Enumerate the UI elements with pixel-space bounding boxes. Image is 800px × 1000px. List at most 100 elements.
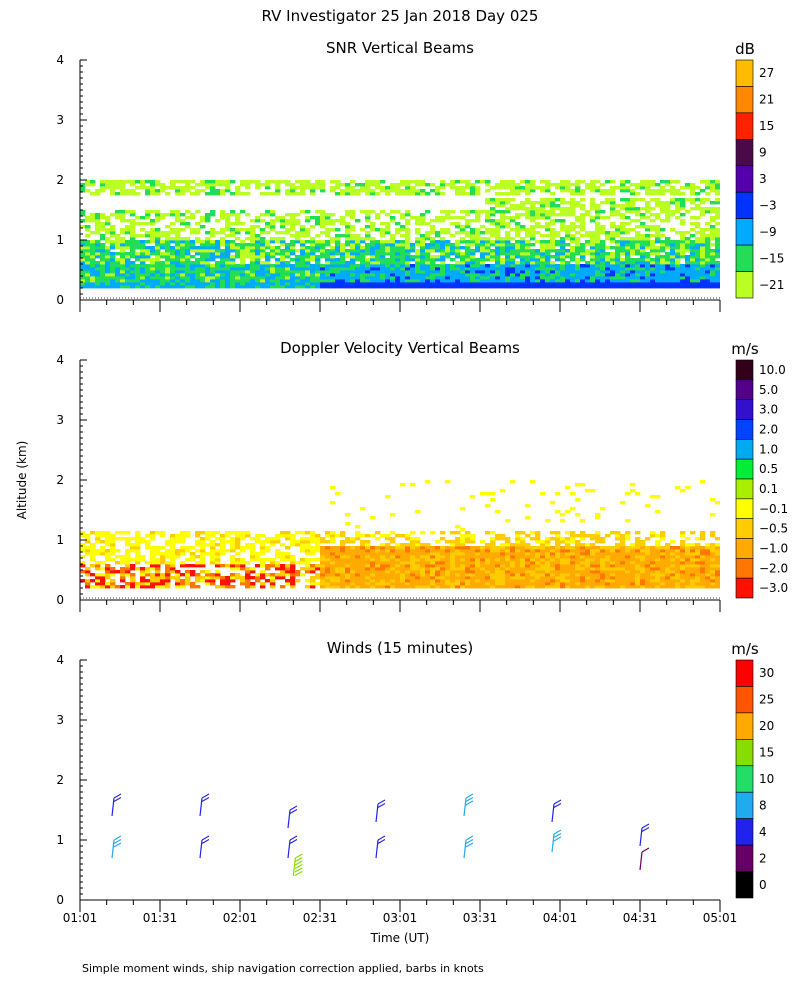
doppler-cell bbox=[530, 537, 536, 541]
snr-cell bbox=[600, 282, 606, 286]
doppler-cell bbox=[425, 546, 431, 550]
snr-cell bbox=[180, 189, 186, 193]
doppler-cell bbox=[125, 531, 131, 535]
snr-cell bbox=[485, 216, 491, 220]
snr-cell bbox=[135, 240, 141, 244]
snr-cell bbox=[205, 231, 211, 235]
snr-cell bbox=[635, 186, 641, 190]
doppler-cell bbox=[115, 561, 121, 565]
snr-cell bbox=[620, 207, 626, 211]
doppler-cell bbox=[575, 540, 581, 544]
snr-cell bbox=[160, 285, 166, 289]
snr-cell bbox=[465, 261, 471, 265]
snr-cell bbox=[155, 258, 161, 262]
doppler-cell bbox=[150, 552, 156, 556]
snr-cell bbox=[555, 270, 561, 274]
snr-cell bbox=[475, 264, 481, 268]
doppler-cell bbox=[260, 558, 266, 562]
doppler-cell bbox=[525, 504, 531, 508]
snr-cell bbox=[185, 261, 191, 265]
snr-cell bbox=[220, 192, 226, 196]
snr-cell bbox=[615, 282, 621, 286]
snr-cell bbox=[690, 261, 696, 265]
doppler-cell bbox=[495, 585, 501, 589]
snr-cell bbox=[535, 252, 541, 256]
snr-cell bbox=[235, 246, 241, 250]
doppler-cell bbox=[625, 492, 631, 496]
snr-cell bbox=[185, 186, 191, 190]
snr-cell bbox=[265, 267, 271, 271]
snr-cell bbox=[405, 192, 411, 196]
snr-cell bbox=[535, 231, 541, 235]
snr-cell bbox=[535, 282, 541, 286]
snr-cell bbox=[220, 180, 226, 184]
snr-cell bbox=[395, 279, 401, 283]
snr-cell bbox=[345, 186, 351, 190]
snr-cell bbox=[350, 189, 356, 193]
snr-cell bbox=[185, 216, 191, 220]
snr-cell bbox=[580, 276, 586, 280]
snr-cell bbox=[660, 255, 666, 259]
snr-cell bbox=[240, 285, 246, 289]
doppler-cell bbox=[305, 567, 311, 571]
doppler-cell bbox=[405, 537, 411, 541]
snr-cell bbox=[385, 249, 391, 253]
doppler-cell bbox=[645, 567, 651, 571]
snr-cell bbox=[630, 228, 636, 232]
doppler-cell bbox=[490, 552, 496, 556]
snr-cell bbox=[480, 246, 486, 250]
snr-cell bbox=[480, 240, 486, 244]
snr-cell bbox=[170, 258, 176, 262]
snr-cell bbox=[510, 267, 516, 271]
snr-cell bbox=[125, 282, 131, 286]
snr-cell bbox=[110, 279, 116, 283]
snr-cell bbox=[665, 261, 671, 265]
doppler-cell bbox=[530, 558, 536, 562]
snr-cell bbox=[450, 234, 456, 238]
doppler-cell bbox=[430, 579, 436, 583]
snr-cell bbox=[490, 279, 496, 283]
doppler-cell bbox=[400, 585, 406, 589]
snr-cell bbox=[200, 261, 206, 265]
snr-cell bbox=[620, 222, 626, 226]
snr-cell bbox=[530, 219, 536, 223]
snr-cell bbox=[305, 228, 311, 232]
snr-cell bbox=[345, 243, 351, 247]
doppler-cell bbox=[600, 540, 606, 544]
snr-cell bbox=[580, 216, 586, 220]
doppler-cell bbox=[500, 585, 506, 589]
doppler-cell bbox=[570, 561, 576, 565]
snr-cell bbox=[465, 234, 471, 238]
snr-cell bbox=[515, 183, 521, 187]
snr-cell bbox=[245, 249, 251, 253]
snr-cell bbox=[465, 222, 471, 226]
doppler-cell bbox=[560, 555, 566, 559]
snr-cell bbox=[475, 270, 481, 274]
snr-cell bbox=[665, 243, 671, 247]
doppler-cell bbox=[645, 549, 651, 553]
snr-cell bbox=[590, 279, 596, 283]
doppler-cell bbox=[285, 531, 291, 535]
snr-cell bbox=[150, 234, 156, 238]
doppler-cell bbox=[100, 531, 106, 535]
doppler-cell bbox=[440, 585, 446, 589]
doppler-cell bbox=[575, 543, 581, 547]
doppler-cell bbox=[145, 540, 151, 544]
snr-cell bbox=[575, 282, 581, 286]
doppler-cell bbox=[500, 537, 506, 541]
snr-cell bbox=[695, 270, 701, 274]
snr-cell bbox=[540, 213, 546, 217]
snr-cell bbox=[230, 246, 236, 250]
snr-cell bbox=[135, 264, 141, 268]
snr-cell bbox=[310, 186, 316, 190]
snr-cell bbox=[625, 231, 631, 235]
snr-cell bbox=[510, 258, 516, 262]
snr-cell bbox=[100, 249, 106, 253]
snr-cell bbox=[95, 225, 101, 229]
snr-cell bbox=[625, 252, 631, 256]
snr-cell bbox=[525, 267, 531, 271]
snr-cell bbox=[270, 282, 276, 286]
doppler-cell bbox=[270, 537, 276, 541]
snr-cell bbox=[510, 252, 516, 256]
snr-cell bbox=[510, 243, 516, 247]
